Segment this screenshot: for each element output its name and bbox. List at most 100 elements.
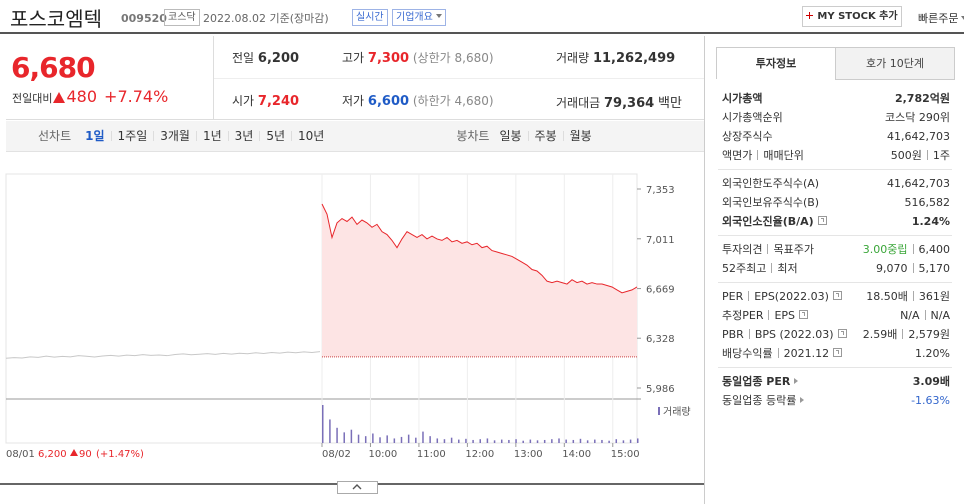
collapse-button[interactable]: [337, 481, 378, 494]
realtime-badge[interactable]: 실시간: [352, 9, 388, 26]
divider: [757, 150, 759, 160]
quick-order-label: 빠른주문: [918, 12, 959, 25]
period-tab[interactable]: 3개월: [160, 129, 190, 143]
period-tab[interactable]: 1일: [85, 129, 105, 143]
volume-bar: [508, 439, 510, 443]
row-value-part: 코스닥 290위: [885, 111, 950, 124]
volume-bar: [336, 427, 338, 443]
row-label: 상장주식수: [722, 128, 773, 146]
volume-bar: [393, 438, 396, 443]
tab-divider: [291, 131, 293, 141]
volume-legend-icon: [658, 407, 660, 415]
row-value-part: 3.09배: [912, 375, 950, 388]
x-label: 15:00: [611, 449, 640, 460]
row-label-part: 액면가: [722, 149, 753, 162]
row-value: 2,782억원: [895, 90, 950, 108]
row-value: 41,642,703: [887, 128, 950, 146]
candle-tab[interactable]: 주봉: [534, 129, 557, 143]
row-label: 외국인보유주식수(B): [722, 194, 819, 212]
period-tab[interactable]: 1년: [202, 129, 222, 143]
info-tab[interactable]: 투자정보: [716, 47, 836, 79]
group-divider: [718, 169, 952, 170]
period-tab[interactable]: 10년: [298, 129, 325, 143]
info-row: 외국인한도주식수(A) 41,642,703: [722, 175, 950, 193]
candle-tab[interactable]: 월봉: [569, 129, 592, 143]
divider: [926, 150, 928, 160]
volume-bar: [386, 435, 388, 443]
current-price: 6,680: [11, 51, 96, 84]
summary-item: 시가 7,240: [232, 92, 299, 109]
prev-change-pct-label: (+1.47%): [96, 449, 144, 460]
help-icon[interactable]: [832, 291, 842, 300]
tab-group-label: 선차트: [38, 129, 72, 143]
row-value-part: 3.00중립: [862, 243, 908, 256]
summary-value: 6,600: [367, 94, 410, 109]
tab-divider: [562, 131, 564, 141]
summary-value: 7,300: [367, 51, 410, 66]
summary-label: 거래량: [556, 51, 590, 65]
overview-dropdown[interactable]: 기업개요: [392, 9, 446, 26]
change-percent: +7.74%: [104, 87, 169, 106]
summary-value: 7,240: [257, 94, 300, 109]
tab-divider: [527, 131, 529, 141]
row-label-part: 동일업종 PER: [722, 375, 791, 388]
help-icon[interactable]: [799, 310, 809, 319]
row-label: 외국인한도주식수(A): [722, 175, 819, 193]
price-line: [321, 203, 638, 294]
volume-bar: [629, 439, 632, 443]
row-label-part: BPS (2022.03): [754, 328, 834, 341]
help-icon[interactable]: [837, 329, 847, 338]
summary-value: 11,262,499: [592, 51, 676, 66]
x-label: 08/01: [6, 449, 35, 460]
divider: [912, 263, 914, 273]
tab-divider: [227, 131, 229, 141]
row-value-part: N/A: [900, 309, 920, 322]
volume-bar: [329, 419, 331, 443]
row-value-part: 500원: [890, 149, 922, 162]
row-label-part: 매매단위: [763, 149, 804, 162]
volume-bar: [551, 439, 553, 443]
overview-label: 기업개요: [396, 12, 433, 23]
help-icon[interactable]: [817, 216, 827, 225]
row-label: 동일업종 등락률: [722, 392, 805, 410]
volume-bar: [565, 439, 567, 443]
volume-label: 거래량: [663, 406, 691, 418]
row-label-part: 52주최고: [722, 262, 767, 275]
summary-label: 저가: [342, 94, 365, 108]
my-stock-button[interactable]: MY STOCK 추가: [802, 6, 902, 27]
row-value: 3.09배: [913, 373, 950, 391]
period-tab[interactable]: 3년: [234, 129, 254, 143]
summary-note: (하한가 4,680): [412, 94, 494, 108]
row-value-part: 1.20%: [915, 347, 950, 360]
group-divider: [718, 367, 952, 368]
row-value-part: 18.50배: [866, 290, 908, 303]
period-tab[interactable]: 5년: [266, 129, 286, 143]
volume-bar: [558, 438, 560, 443]
volume-bar: [601, 439, 603, 443]
volume-bar: [379, 437, 381, 443]
period-tab[interactable]: 1주일: [117, 129, 148, 143]
row-label: PER EPS(2022.03): [722, 288, 842, 306]
volume-bar: [357, 434, 360, 443]
help-icon[interactable]: [833, 348, 843, 357]
info-tab[interactable]: 호가 10단계: [835, 47, 955, 80]
row-value: N/A N/A: [900, 307, 950, 325]
row-label: 시가총액: [722, 90, 762, 108]
volume-bar: [529, 439, 532, 443]
row-label: PBR BPS (2022.03): [722, 326, 847, 344]
quick-order[interactable]: 빠른주문: [918, 10, 964, 26]
row-label-part: 2021.12: [783, 347, 830, 360]
my-stock-label: MY STOCK 추가: [817, 11, 898, 22]
x-label: 13:00: [514, 449, 543, 460]
volume-bar: [450, 437, 453, 443]
x-label: 11:00: [417, 449, 446, 460]
summary-unit: 백만: [658, 96, 682, 111]
divider: [777, 348, 779, 358]
volume-bar: [429, 436, 431, 443]
header-rule: [0, 32, 964, 34]
volume-bar: [594, 439, 596, 443]
summary-item: 거래대금 79,364 백만: [556, 92, 682, 111]
candle-tab[interactable]: 일봉: [499, 129, 522, 143]
summary-value: 6,200: [257, 51, 300, 66]
row-value: -1.63%: [911, 392, 950, 410]
